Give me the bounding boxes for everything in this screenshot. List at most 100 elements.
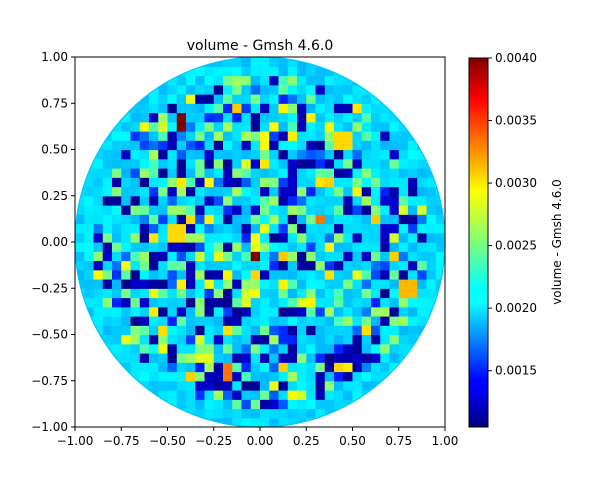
mesh-cell <box>361 168 372 178</box>
mesh-cell <box>269 66 280 77</box>
mesh-cell <box>176 390 187 400</box>
mesh-cell <box>241 371 252 382</box>
mesh-cell <box>408 195 418 206</box>
mesh-cell <box>278 158 289 169</box>
mesh-cell <box>149 334 159 345</box>
mesh-cell <box>241 325 252 336</box>
mesh-cell <box>408 214 418 225</box>
mesh-cell <box>232 84 243 95</box>
mesh-cell <box>204 112 215 123</box>
mesh-cell <box>306 94 317 104</box>
mesh-cell <box>176 214 187 225</box>
mesh-cell <box>232 94 243 104</box>
mesh-cell <box>306 306 317 317</box>
mesh-cell <box>343 260 354 271</box>
mesh-cell <box>195 205 206 215</box>
mesh-cell <box>121 362 132 373</box>
mesh-cell <box>417 149 428 160</box>
mesh-cell <box>250 84 261 95</box>
mesh-cell <box>176 269 187 280</box>
mesh-cell <box>130 306 141 317</box>
mesh-cell <box>112 279 122 289</box>
mesh-cell <box>361 269 372 280</box>
mesh-cell <box>408 149 418 160</box>
mesh-cell <box>389 131 400 141</box>
mesh-cell <box>139 158 150 169</box>
mesh-cell <box>186 325 196 336</box>
mesh-cell <box>343 297 354 308</box>
mesh-cell <box>287 223 298 234</box>
mesh-cell <box>380 121 391 132</box>
mesh-cell <box>334 177 344 188</box>
mesh-cell <box>167 408 178 419</box>
mesh-cell <box>343 158 354 169</box>
mesh-cell <box>371 195 381 206</box>
mesh-cell <box>278 343 289 354</box>
mesh-cell <box>352 353 363 363</box>
mesh-cell <box>149 205 159 215</box>
mesh-cell <box>158 362 169 373</box>
mesh-cell <box>361 103 372 114</box>
mesh-cell <box>426 223 437 234</box>
mesh-cell <box>306 140 317 151</box>
mesh-cell <box>260 417 270 427</box>
mesh-cell <box>241 288 252 299</box>
mesh-cell <box>112 343 122 354</box>
mesh-cell <box>93 186 104 197</box>
mesh-cell <box>297 223 307 234</box>
mesh-cell <box>241 223 252 234</box>
mesh-cell <box>232 279 243 289</box>
mesh-cell <box>176 186 187 197</box>
mesh-cell <box>232 288 243 299</box>
mesh-cell <box>334 205 344 215</box>
mesh-cell <box>278 223 289 234</box>
mesh-cell <box>250 297 261 308</box>
mesh-cell <box>232 149 243 160</box>
mesh-cell <box>361 260 372 271</box>
mesh-cell <box>158 371 169 382</box>
mesh-cell <box>195 186 206 197</box>
mesh-cell <box>287 334 298 345</box>
mesh-cell <box>93 288 104 299</box>
mesh-cell <box>121 251 132 262</box>
mesh-cell <box>260 269 270 280</box>
mesh-cell <box>75 251 85 262</box>
mesh-cell <box>352 325 363 336</box>
mesh-cell <box>278 371 289 382</box>
mesh-cell <box>223 380 233 391</box>
mesh-cell <box>278 112 289 123</box>
mesh-cell <box>158 399 169 410</box>
mesh-cell <box>278 399 289 410</box>
mesh-cell <box>278 140 289 151</box>
mesh-cell <box>213 242 224 252</box>
mesh-cell <box>130 334 141 345</box>
mesh-cell <box>250 408 261 419</box>
mesh-cell <box>324 399 335 410</box>
mesh-cell <box>269 260 280 271</box>
mesh-cell <box>186 140 196 151</box>
mesh-cell <box>250 316 261 326</box>
mesh-cell <box>149 306 159 317</box>
mesh-cell <box>158 297 169 308</box>
mesh-cell <box>278 131 289 141</box>
mesh-cell <box>93 260 104 271</box>
mesh-cell <box>223 94 233 104</box>
mesh-cell <box>195 353 206 363</box>
mesh-cell <box>167 140 178 151</box>
mesh-cell <box>361 371 372 382</box>
mesh-cell <box>102 158 113 169</box>
mesh-cell <box>260 214 270 225</box>
mesh-cell <box>306 316 317 326</box>
mesh-cell <box>324 390 335 400</box>
mesh-cell <box>260 186 270 197</box>
colorbar: 0.0015 0.0020 0.0025 0.0030 0.0035 0.0040 vol… <box>468 51 564 428</box>
mesh-cell <box>241 177 252 188</box>
y-tick-label: 1.00 <box>41 50 68 64</box>
mesh-cell <box>306 205 317 215</box>
mesh-cell <box>204 121 215 132</box>
mesh-cell <box>84 251 95 262</box>
mesh-cell <box>287 186 298 197</box>
mesh-cell <box>195 84 206 95</box>
mesh-cell <box>371 334 381 345</box>
mesh-cell <box>380 269 391 280</box>
